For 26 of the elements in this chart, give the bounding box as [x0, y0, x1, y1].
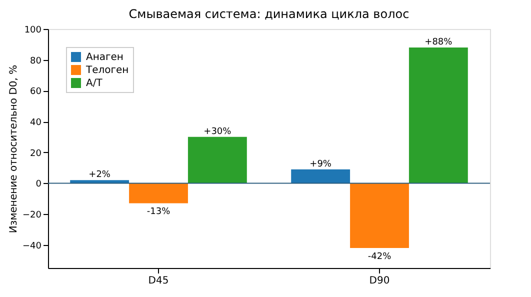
- y-tick-label: 100: [24, 26, 42, 36]
- data-label: -13%: [146, 207, 171, 218]
- y-tick-label: 40: [30, 118, 42, 128]
- data-label: +9%: [310, 159, 332, 170]
- x-tick-label: D90: [369, 276, 390, 286]
- legend-label: А/Т: [86, 78, 104, 89]
- data-label: -42%: [368, 252, 392, 262]
- x-tick-label: D45: [148, 276, 169, 286]
- data-label: +88%: [424, 38, 453, 48]
- bar: [129, 183, 188, 204]
- bar: [350, 183, 409, 248]
- y-axis-title: Изменение относительно D0, %: [8, 64, 20, 234]
- y-tick-label: 0: [36, 180, 42, 190]
- bar: [291, 169, 350, 184]
- data-label: +30%: [204, 126, 232, 137]
- y-tick-label: 60: [30, 87, 42, 98]
- legend-label: Анаген: [86, 52, 124, 63]
- y-tick-label: −40: [22, 241, 42, 252]
- data-label: +2%: [88, 170, 111, 180]
- chart-title: Смываемая система: динамика цикла волос: [128, 7, 410, 21]
- bar: [188, 136, 247, 184]
- legend-label: Телоген: [85, 65, 129, 76]
- y-tick-label: 20: [30, 148, 42, 159]
- bar: [408, 48, 468, 184]
- y-tick-label: 80: [30, 56, 42, 66]
- y-tick-label: −20: [22, 210, 42, 221]
